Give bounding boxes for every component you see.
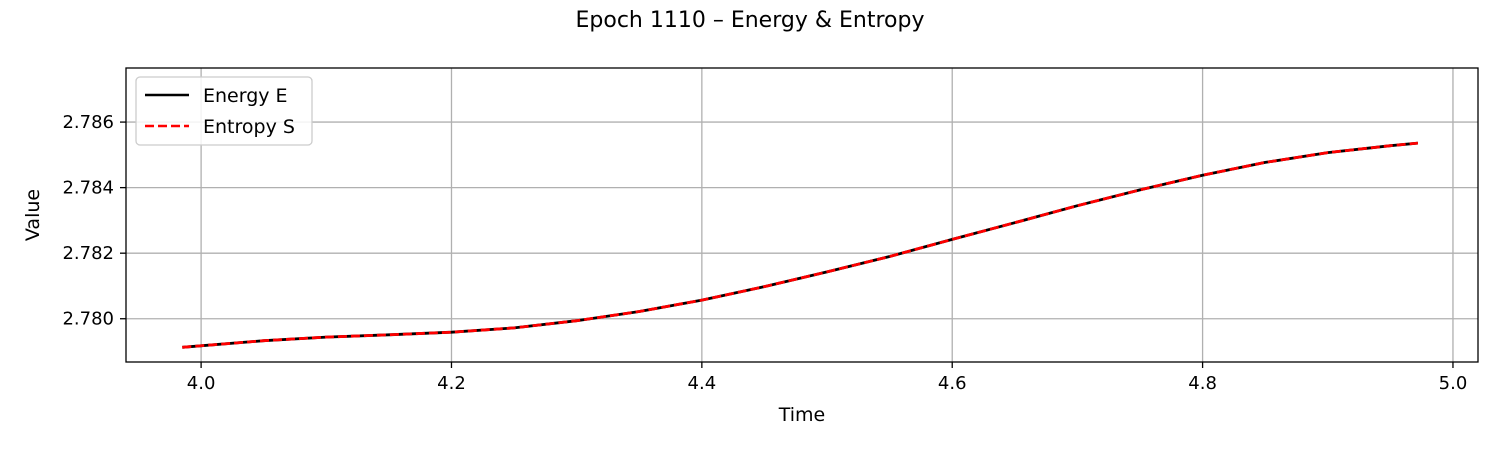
y-tick-label: 2.780 xyxy=(62,309,114,330)
x-tick-label: 4.0 xyxy=(187,373,216,394)
y-tick-label: 2.784 xyxy=(62,178,114,199)
x-tick-label: 4.8 xyxy=(1188,373,1217,394)
y-axis-ticks: 2.780 2.782 2.784 2.786 xyxy=(62,112,126,330)
x-axis-label: Time xyxy=(778,404,826,426)
series-line-entropy xyxy=(182,141,1419,349)
x-tick-label: 4.6 xyxy=(938,373,967,394)
legend: Energy E Entropy S xyxy=(135,76,313,146)
grid xyxy=(126,68,1478,362)
legend-label-entropy: Entropy S xyxy=(203,116,295,138)
x-tick-label: 4.4 xyxy=(688,373,717,394)
y-tick-label: 2.786 xyxy=(62,112,114,133)
legend-label-energy: Energy E xyxy=(203,85,288,107)
x-axis-ticks: 4.0 4.2 4.4 4.6 4.8 5.0 xyxy=(187,362,1467,394)
plot-frame xyxy=(125,67,1479,363)
y-axis-label: Value xyxy=(22,189,44,241)
plot-series xyxy=(182,141,1419,349)
chart-title: Epoch 1110 – Energy & Entropy xyxy=(576,8,925,33)
x-tick-label: 5.0 xyxy=(1439,373,1468,394)
x-tick-label: 4.2 xyxy=(437,373,466,394)
y-tick-label: 2.782 xyxy=(62,243,114,264)
